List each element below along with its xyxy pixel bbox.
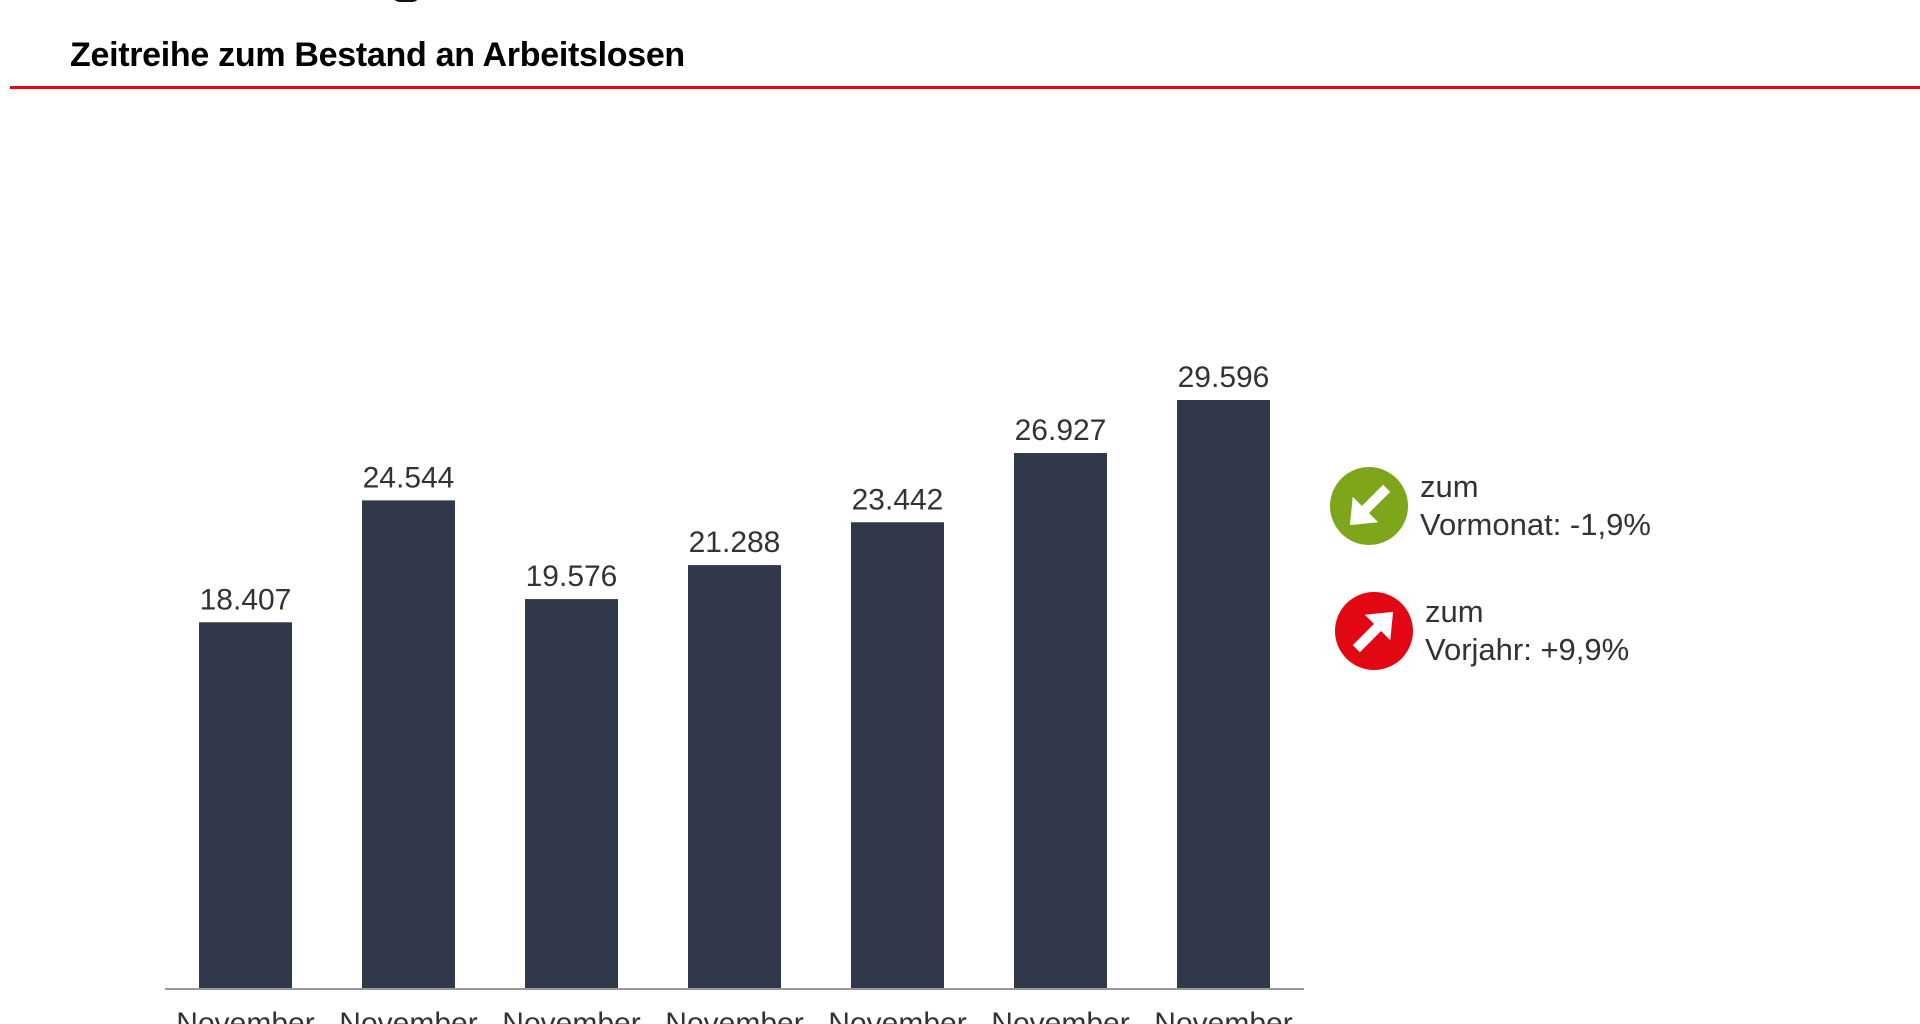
bar-value-label: 23.442 [852, 483, 944, 516]
bar [851, 522, 944, 988]
chart-subtitle: Zeitreihe zum Bestand an Arbeitslosen [70, 36, 685, 74]
bar-value-label: 24.544 [363, 461, 455, 494]
bar-value-label: 26.927 [1015, 414, 1107, 447]
heading-fragment [392, 0, 420, 2]
x-tick-label: November [1154, 1007, 1292, 1024]
arrow-down-right-icon [1330, 467, 1408, 545]
bar [362, 500, 455, 988]
bar-value-label: 18.407 [200, 583, 292, 616]
bar [1177, 400, 1270, 988]
bar [525, 599, 618, 988]
x-tick-label: November [502, 1007, 640, 1024]
bar [1014, 453, 1107, 988]
year-change-indicator: zum Vorjahr: +9,9% [1335, 592, 1629, 670]
bar-value-label: 19.576 [526, 560, 618, 593]
x-tick-label: November [339, 1007, 477, 1024]
month-change-text: zum Vormonat: -1,9% [1420, 468, 1651, 544]
bar-value-label: 21.288 [689, 526, 781, 559]
bar-value-label: 29.596 [1178, 361, 1270, 394]
x-tick-label: November [176, 1007, 314, 1024]
month-change-indicator: zum Vormonat: -1,9% [1330, 467, 1651, 545]
x-tick-label: November [665, 1007, 803, 1024]
bar [688, 565, 781, 988]
bar [199, 622, 292, 988]
year-change-text: zum Vorjahr: +9,9% [1425, 593, 1629, 669]
month-change-line1: zum [1420, 469, 1479, 504]
year-change-value: Vorjahr: +9,9% [1425, 632, 1630, 667]
x-tick-label: November [828, 1007, 966, 1024]
x-tick-label: November [991, 1007, 1129, 1024]
year-change-line1: zum [1425, 594, 1484, 629]
month-change-value: Vormonat: -1,9% [1420, 507, 1651, 542]
arrow-up-right-icon [1335, 592, 1413, 670]
title-divider [10, 86, 1920, 89]
